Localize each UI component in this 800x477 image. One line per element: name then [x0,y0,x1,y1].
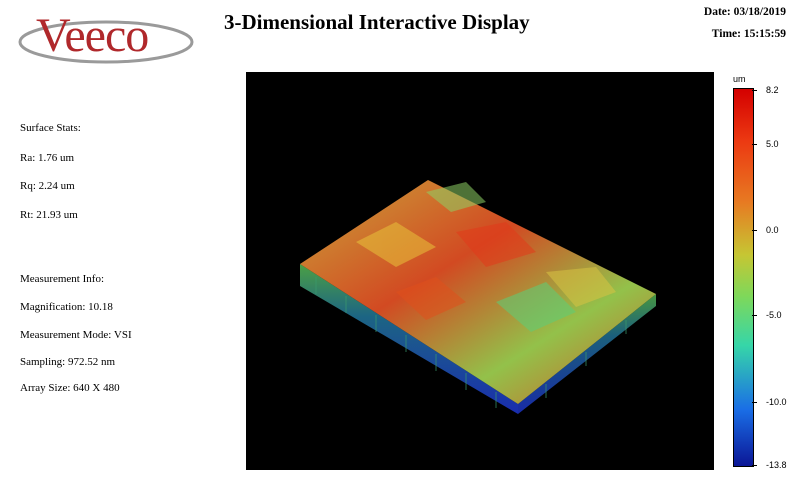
colorbar-tick-label: 0.0 [766,225,779,235]
time-label: Time: 15:15:59 [711,28,786,40]
colorbar-tick-label: -13.8 [766,460,787,470]
measurement-mode-value: Measurement Mode: VSI [20,329,132,341]
colorbar-unit: um [733,74,746,84]
rq-value: Rq: 2.24 um [20,180,75,192]
colorbar-tick-mark [752,315,757,316]
colorbar-tick-mark [752,144,757,145]
surface-3d-plot[interactable] [246,72,714,470]
colorbar-tick-label: -10.0 [766,397,787,407]
colorbar-tick-label: 8.2 [766,85,779,95]
rt-value: Rt: 21.93 um [20,209,78,221]
colorbar-tick-mark [752,90,757,91]
measurement-info-heading: Measurement Info: [20,273,104,285]
colorbar-tick-mark [752,465,757,466]
colorbar-tick-mark [752,402,757,403]
colorbar-tick-label: 5.0 [766,139,779,149]
logo-swoosh-icon [18,20,194,64]
array-size-value: Array Size: 640 X 480 [20,382,120,394]
page-title: 3-Dimensional Interactive Display [224,10,530,34]
surface-rendering [300,180,656,414]
date-label: Date: 03/18/2019 [703,6,786,18]
magnification-value: Magnification: 10.18 [20,301,113,313]
brand-name: Veeco [36,9,149,62]
colorbar-tick-mark [752,230,757,231]
veeco-logo: Veeco [14,4,204,68]
sampling-value: Sampling: 972.52 nm [20,356,116,368]
ra-value: Ra: 1.76 um [20,152,75,164]
colorbar [733,88,754,467]
colorbar-tick-label: -5.0 [766,310,782,320]
surface-stats-heading: Surface Stats: [20,122,81,134]
